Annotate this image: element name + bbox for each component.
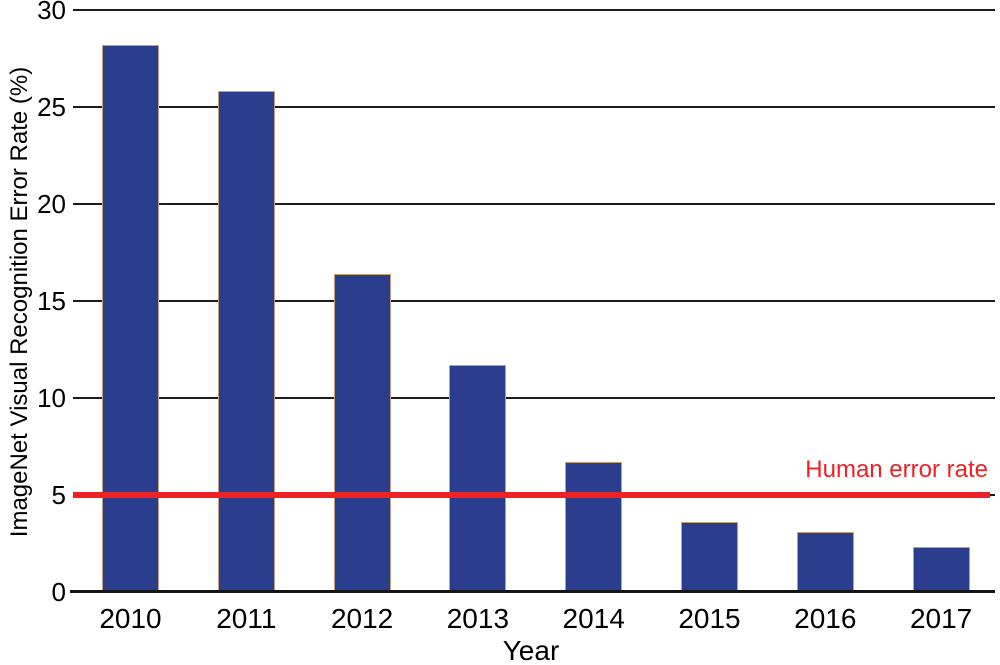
y-tick-label: 10 xyxy=(37,383,66,413)
gridline-25 xyxy=(73,106,995,108)
bar-2017 xyxy=(912,547,970,592)
y-tick-label: 30 xyxy=(37,0,66,25)
x-axis-line xyxy=(70,590,995,593)
y-tick-label: 20 xyxy=(37,189,66,219)
gridline-30 xyxy=(73,9,995,11)
x-tick-label: 2015 xyxy=(678,603,741,634)
bar-2014 xyxy=(565,462,623,592)
x-tick-label: 2014 xyxy=(562,603,625,634)
bar-2015 xyxy=(681,522,738,592)
x-tick-label: 2013 xyxy=(446,603,510,634)
bar-2012 xyxy=(333,273,391,592)
gridline-10 xyxy=(73,397,995,399)
gridline-15 xyxy=(73,300,995,302)
x-axis-title: Year xyxy=(502,635,560,665)
bar-2011 xyxy=(217,91,275,592)
bar-2013 xyxy=(449,365,507,592)
x-tick-label: 2010 xyxy=(99,603,162,634)
x-tick-label: 2012 xyxy=(330,603,394,634)
human-error-rate-label: Human error rate xyxy=(805,456,988,483)
y-tick-label: 0 xyxy=(51,577,66,607)
y-tick-label: 5 xyxy=(51,480,66,510)
human-error-rate-line xyxy=(73,492,990,498)
x-tick-label: 2011 xyxy=(216,603,277,634)
x-tick-label: 2017 xyxy=(909,603,973,634)
y-tick-label: 15 xyxy=(37,286,66,316)
bar-2016 xyxy=(796,531,854,592)
gridline-20 xyxy=(73,203,995,205)
bar-2010 xyxy=(102,44,159,592)
y-tick-label: 25 xyxy=(37,92,66,122)
x-tick-label: 2016 xyxy=(794,603,857,634)
